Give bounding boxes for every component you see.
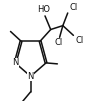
- Text: Cl: Cl: [69, 3, 78, 12]
- Text: N: N: [12, 58, 18, 67]
- Text: Cl: Cl: [55, 38, 63, 47]
- Text: N: N: [27, 72, 34, 81]
- Text: HO: HO: [37, 5, 50, 14]
- Text: Cl: Cl: [75, 36, 83, 45]
